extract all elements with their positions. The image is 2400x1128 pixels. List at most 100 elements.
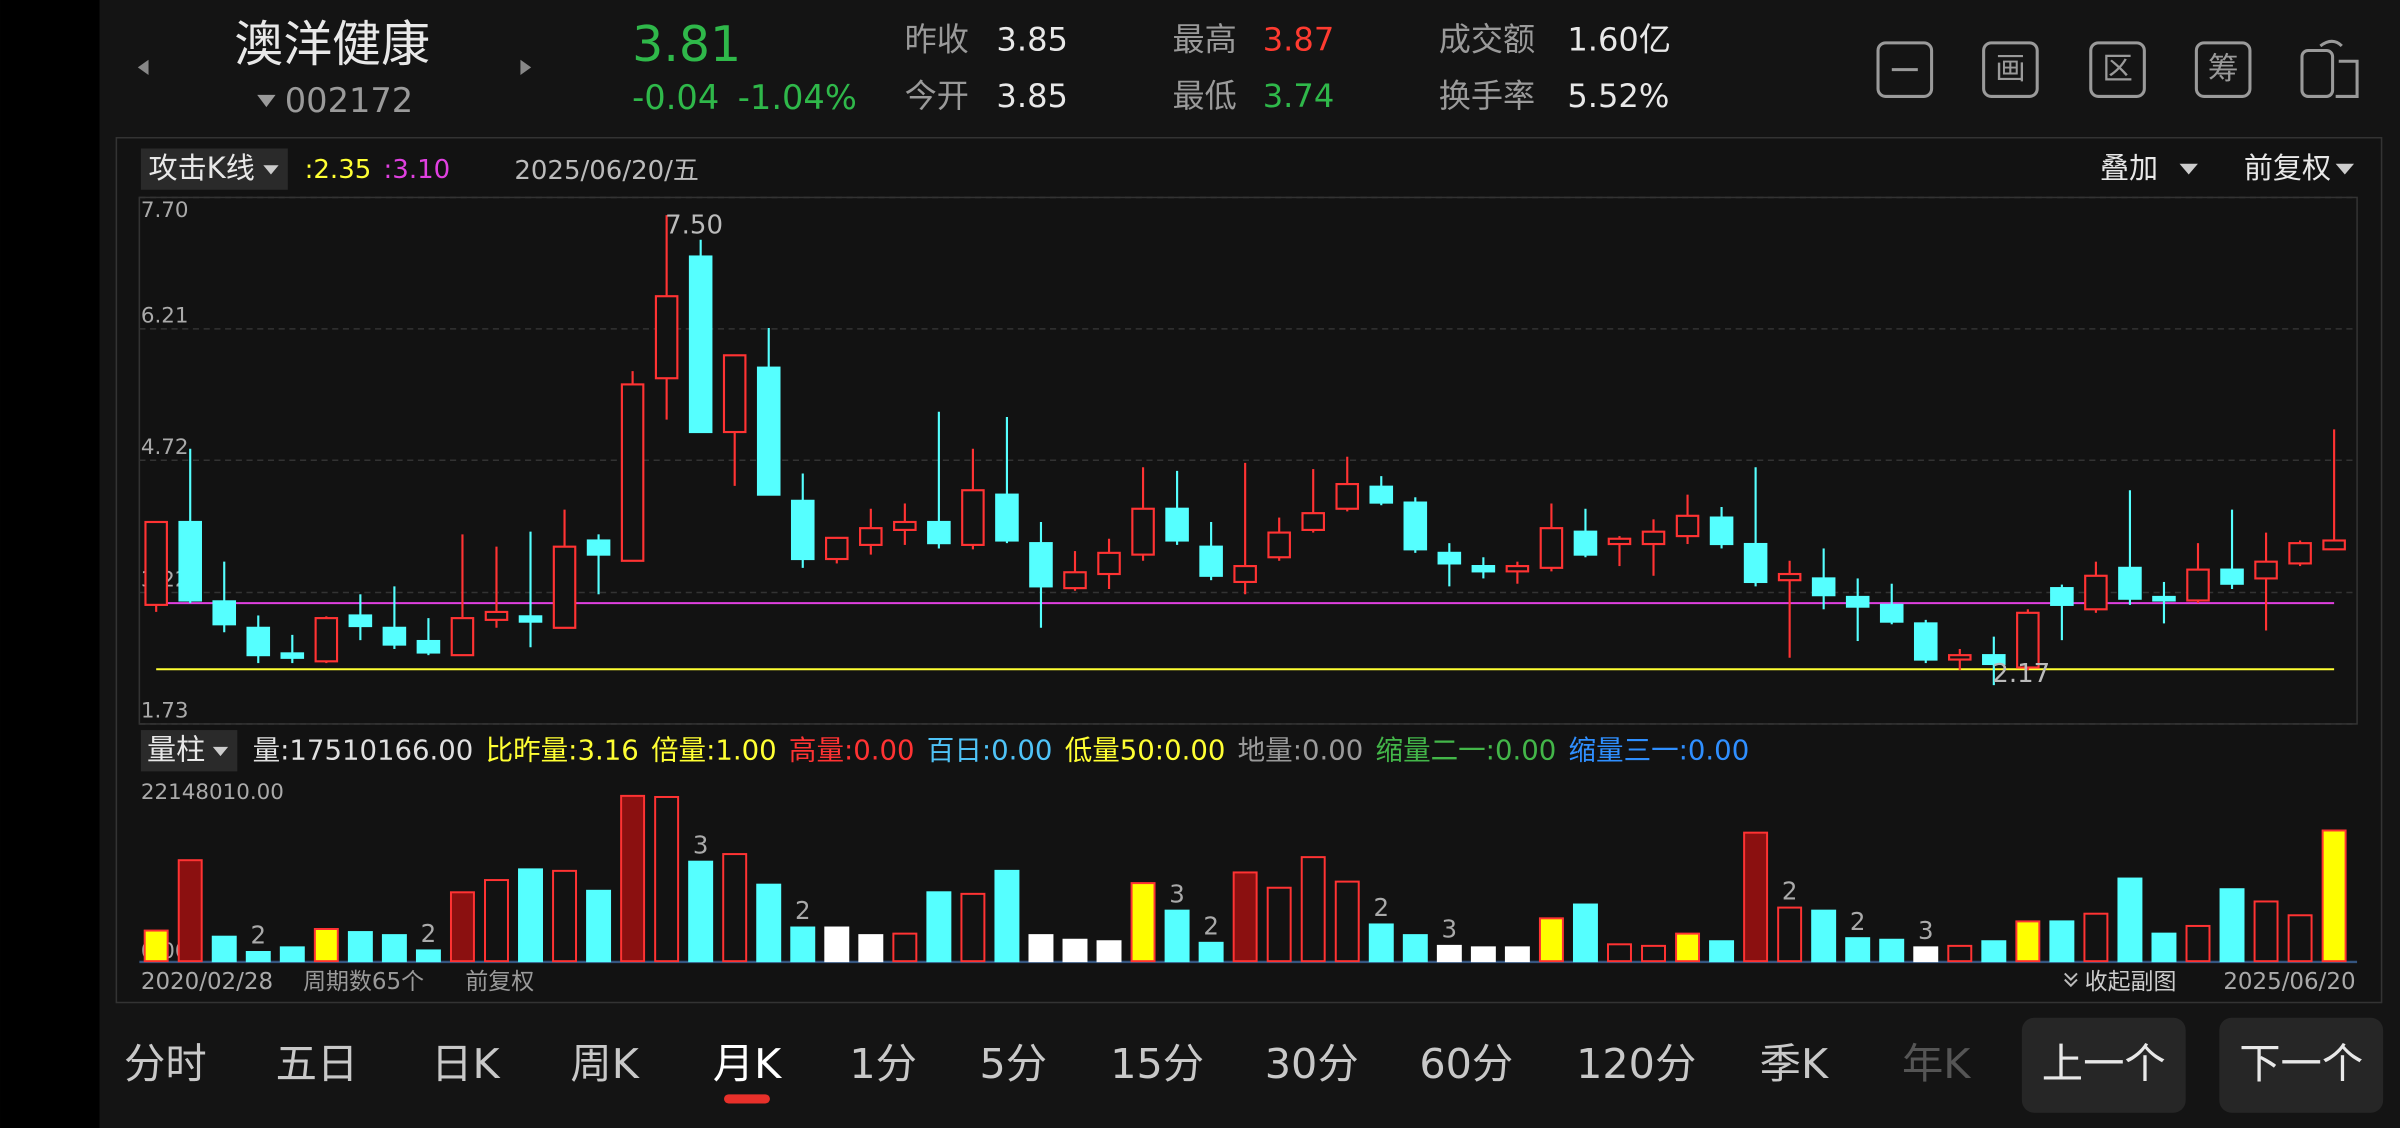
period-tab[interactable]: 120分: [1576, 1040, 1696, 1088]
tool-draw[interactable]: 画: [1982, 41, 2039, 98]
period-tab[interactable]: 1分: [849, 1040, 917, 1088]
stat-label: 换手率: [1439, 77, 1535, 115]
collapse-icon[interactable]: [1876, 41, 1934, 98]
stat-value: 1.00: [715, 734, 776, 766]
tool-range[interactable]: 区: [2089, 41, 2146, 98]
volume-bar: [2117, 877, 2143, 963]
volume-bar: [177, 859, 203, 963]
volume-label: 2: [1373, 893, 1389, 922]
candle-body: [178, 520, 202, 602]
period-tab[interactable]: 季K: [1760, 1040, 1829, 1088]
next-button-bg[interactable]: [2219, 1017, 2384, 1113]
volume-stats: 量:17510166.00 比昨量:3.16 倍量:1.00 高量:0.00 百日:0.…: [253, 734, 1750, 766]
collapse-sub-chart[interactable]: 收起副图: [2064, 969, 2177, 995]
volume-bar: [415, 949, 441, 963]
volume-bar: [518, 868, 543, 963]
prev-stock-arrow[interactable]: [137, 59, 149, 75]
prev-button[interactable]: 上一个: [2042, 1040, 2166, 1088]
candle-body: [2118, 566, 2142, 600]
adjust-label: 前复权: [2244, 151, 2331, 185]
volume-bar: [2253, 900, 2279, 963]
overlay-dropdown[interactable]: 叠加: [2100, 151, 2198, 185]
stat-label: 昨收: [905, 20, 969, 58]
candle-body: [450, 617, 475, 657]
code-dropdown[interactable]: [257, 94, 276, 108]
tool-chips[interactable]: 筹: [2194, 41, 2252, 98]
candle-body: [1301, 512, 1325, 531]
candle-body: [1948, 654, 1972, 661]
volume-bar: [313, 928, 339, 963]
stat-label: 最低: [1172, 77, 1236, 115]
candle-body: [1539, 527, 1564, 569]
stat-label: 缩量三一:: [1569, 734, 1688, 766]
period-tab[interactable]: 30分: [1265, 1040, 1359, 1088]
volume-bar: [484, 879, 509, 963]
stat-value: 3.74: [1263, 77, 1335, 115]
stat-value: 3.85: [996, 20, 1068, 58]
volume-dropdown[interactable]: 量柱: [140, 730, 238, 772]
stock-name: 澳洋健康: [234, 16, 430, 73]
period-tab[interactable]: 年K: [1902, 1040, 1971, 1088]
volume-label: 3: [1918, 916, 1934, 945]
candle-body: [2322, 539, 2346, 551]
dropdown-arrow: [2335, 163, 2355, 175]
candle-body: [1097, 551, 1121, 576]
period-tab[interactable]: 15分: [1110, 1040, 1204, 1088]
volume-bar: [279, 946, 305, 963]
volume-bar: [381, 934, 407, 963]
stat-label: 百日:: [927, 734, 991, 766]
period-tab[interactable]: 5分: [979, 1040, 1047, 1088]
volume-bar: [586, 889, 612, 963]
candle-body: [280, 652, 305, 659]
volume-bar: [1232, 871, 1258, 963]
adjust-dropdown[interactable]: 前复权: [2244, 151, 2355, 185]
period-tab[interactable]: 60分: [1419, 1040, 1513, 1088]
candle-body: [756, 366, 781, 496]
volume-bar: [620, 794, 646, 963]
next-button[interactable]: 下一个: [2239, 1040, 2363, 1088]
volume-bar: [1062, 938, 1088, 963]
candle-body: [790, 499, 815, 561]
volume-bar: [1470, 946, 1496, 963]
prev-button-bg[interactable]: [2021, 1017, 2186, 1113]
candle-body: [1471, 565, 1496, 573]
volume-bar: [1402, 934, 1428, 963]
candle-body: [893, 520, 917, 531]
icon-text: 筹: [2208, 52, 2239, 87]
volume-label: 2: [1203, 912, 1219, 941]
period-tab[interactable]: 周K: [570, 1040, 639, 1088]
period-tab[interactable]: 日K: [431, 1040, 500, 1088]
line-labels: :2.35:3.10: [305, 154, 451, 184]
dropdown-arrow: [2179, 163, 2198, 175]
volume-label: 3: [1169, 879, 1185, 908]
icon-shape: [2335, 59, 2359, 98]
candle-body: [2016, 611, 2040, 669]
volume-bar: [654, 795, 680, 963]
volume-bar: [2151, 932, 2177, 963]
dropdown-arrow: [263, 165, 279, 175]
indicator-dropdown[interactable]: 攻击K线: [140, 148, 288, 190]
period-tab[interactable]: 五日: [276, 1040, 359, 1088]
candle-body: [688, 255, 713, 434]
stat-value: 1.60亿: [1567, 20, 1671, 58]
volume-bar: [143, 929, 169, 963]
candle-body: [1845, 595, 1870, 608]
candle-body: [246, 626, 271, 657]
candle-body: [2220, 568, 2244, 585]
volume-bar: [1266, 886, 1292, 963]
period-tab[interactable]: 月K: [713, 1040, 782, 1088]
volume-bar: [722, 853, 748, 963]
candle-body: [961, 489, 985, 546]
candle-body: [586, 539, 611, 556]
tool-rotate[interactable]: [2300, 39, 2359, 98]
volume-bar: [1164, 909, 1190, 963]
candle-body: [654, 295, 679, 380]
volume-bar: [1811, 909, 1837, 963]
volume-bar: [1436, 944, 1462, 963]
next-stock-arrow[interactable]: [520, 59, 532, 75]
stat-value: 17510166.00: [289, 734, 473, 766]
period-tab[interactable]: 分时: [124, 1040, 207, 1088]
candle-body: [1709, 516, 1734, 546]
volume-bar: [1913, 946, 1939, 963]
volume-label: 2: [250, 921, 266, 950]
